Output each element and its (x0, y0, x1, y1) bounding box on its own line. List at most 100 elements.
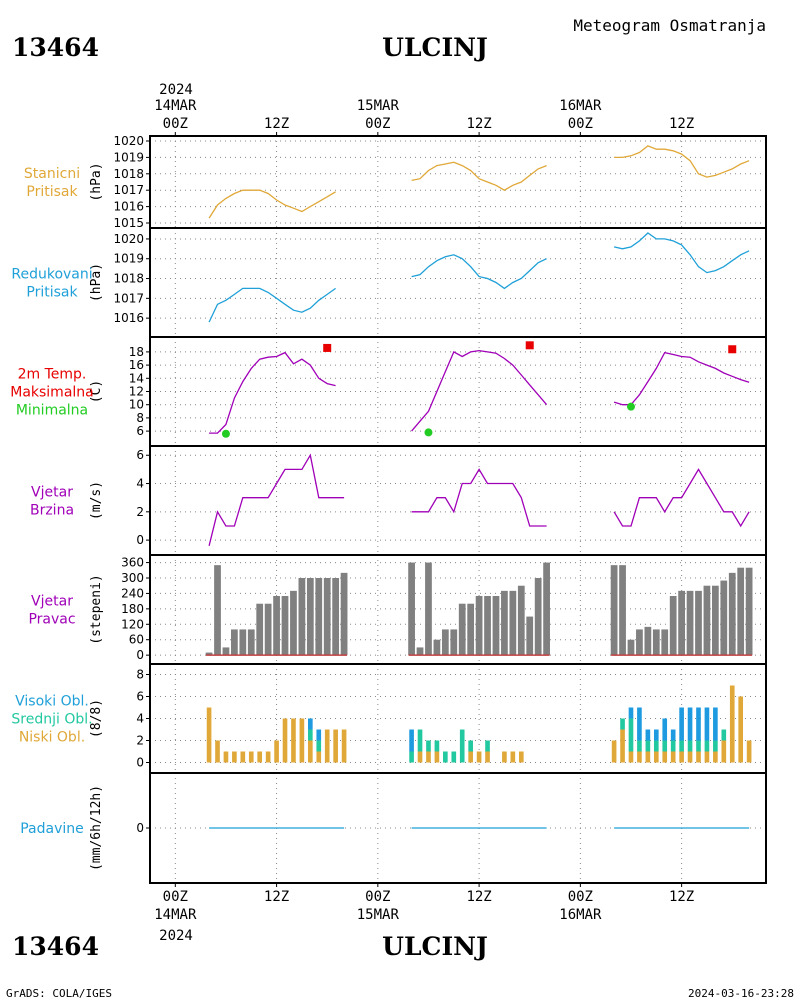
wind-direction-bar (298, 578, 306, 656)
wind-direction-bar (408, 562, 415, 656)
panel-label: Pritisak (26, 285, 78, 301)
y-tick-label: 360 (121, 556, 144, 570)
wind-direction-bar (492, 596, 500, 656)
y-tick-label: 180 (121, 602, 144, 616)
wind-direction-bar (728, 572, 736, 656)
hour-tick-label: 12Z (264, 116, 289, 132)
wind-direction-bar (509, 590, 517, 656)
day-tick-label: 14MAR (154, 98, 197, 114)
y-tick-label: 4 (136, 477, 144, 491)
wind-direction-bar (534, 578, 542, 656)
wind-direction-bar (484, 596, 491, 656)
min-temp-point (626, 402, 635, 411)
station-id-header: 13464 (12, 33, 99, 62)
panel-label: Maksimalna (10, 385, 94, 401)
cloud-bar (670, 729, 676, 741)
y-tick-label: 0 (136, 756, 144, 770)
panel-label: Padavine (20, 821, 84, 837)
panel-label: Brzina (30, 503, 74, 519)
year-label-top: 2024 (159, 82, 193, 98)
series-line (613, 232, 750, 274)
cloud-bar (746, 740, 752, 763)
hour-tick-label: 12Z (466, 889, 491, 905)
y-tick-label: 0 (136, 533, 144, 547)
cloud-bar (426, 751, 431, 763)
cloud-bar (291, 718, 296, 763)
cloud-bar (679, 740, 684, 752)
y-tick-label: 1017 (113, 291, 144, 305)
cloud-bar (704, 740, 710, 752)
wind-direction-bar (323, 578, 331, 656)
panels: 101510161017101810191020(hPa)StanicniPri… (10, 132, 767, 887)
y-tick-label: 0 (136, 821, 144, 835)
wind-direction-bar (703, 585, 711, 656)
cloud-bar (502, 751, 507, 763)
cloud-bar (645, 729, 651, 741)
wind-direction-bar (517, 585, 525, 656)
cloud-bar (308, 729, 313, 741)
wind-direction-bar (695, 590, 702, 656)
panel-label: Niski Obl. (19, 730, 85, 746)
y-tick-label: 2 (136, 734, 144, 748)
wind-direction-bar (652, 629, 660, 656)
panel-frame (149, 336, 767, 447)
cloud-bar (679, 707, 684, 741)
cloud-bar (679, 751, 684, 763)
series-line (411, 349, 548, 432)
y-tick-label: 2 (136, 505, 144, 519)
wind-direction-bar (501, 590, 508, 656)
hour-tick-label: 12Z (264, 889, 289, 905)
hour-tick-label: 12Z (669, 116, 694, 132)
cloud-bar (316, 740, 322, 752)
wind-direction-bar (543, 562, 550, 656)
unit-label: (mm/6h/12h) (89, 785, 104, 871)
series-line (614, 145, 750, 178)
unit-label: (hPa) (89, 263, 104, 302)
cloud-bar (738, 696, 744, 763)
unit-label: (m/s) (89, 481, 104, 520)
cloud-bar (333, 729, 338, 763)
cloud-bar (687, 740, 693, 752)
wind-direction-bar (214, 565, 221, 656)
wind-direction-bar (644, 626, 652, 656)
wind-direction-bar (450, 629, 458, 656)
cloud-bar (637, 740, 642, 752)
cloud-bar (662, 751, 668, 763)
wind-direction-bar (610, 565, 618, 656)
cloud-bar (653, 740, 659, 752)
panel-wind-speed: 0 2 4 6 (m/s) Vjetar Brzina (30, 445, 767, 556)
wind-direction-bar (678, 590, 685, 656)
credit-label: GrADS: COLA/IGES (6, 987, 112, 1000)
y-tick-label: 1016 (113, 200, 144, 214)
panel-label: Srednji Obl. (11, 712, 92, 728)
y-tick-label: 10 (129, 398, 144, 412)
cloud-bar (721, 729, 727, 741)
cloud-bar (713, 707, 718, 741)
panel-label: Pravac (28, 612, 75, 628)
cloud-bar (206, 707, 212, 763)
cloud-bar (662, 740, 668, 752)
wind-direction-bar (205, 652, 213, 656)
series-line (411, 254, 547, 290)
cloud-bar (282, 718, 288, 763)
panel-label: Vjetar (31, 594, 73, 610)
meteogram-subtitle: Meteogram Osmatranja (573, 16, 766, 35)
wind-direction-bar (458, 603, 466, 656)
wind-direction-bar (526, 616, 534, 656)
y-tick-label: 1019 (113, 252, 144, 266)
series-line (613, 468, 750, 528)
hour-tick-label: 00Z (568, 889, 593, 905)
cloud-bar (729, 685, 735, 763)
wind-direction-bar (340, 572, 348, 656)
timestamp-label: 2024-03-16-23:28 (688, 987, 794, 1000)
day-tick-label: 16MAR (559, 907, 602, 923)
wind-direction-bar (711, 585, 719, 656)
cloud-bar (316, 751, 322, 763)
cloud-bar (215, 740, 220, 763)
panel-reduced-pressure: 1016 1017 1018 1019 1020 (hPa)Redukovani Priti… (11, 227, 767, 338)
day-tick-label: 14MAR (154, 907, 197, 923)
cloud-bar (476, 751, 482, 763)
wind-direction-bar (256, 603, 264, 656)
cloud-bar (468, 740, 473, 752)
cloud-bar (637, 751, 642, 763)
